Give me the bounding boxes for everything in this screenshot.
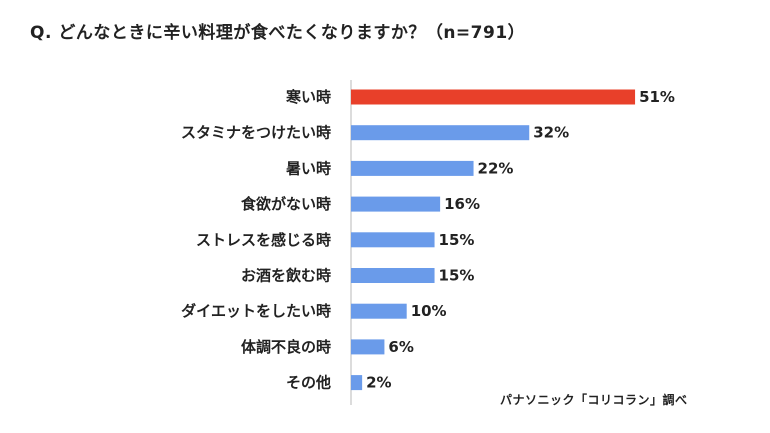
bar xyxy=(351,268,435,283)
bar xyxy=(351,89,636,105)
bar xyxy=(351,339,385,355)
category-label: ストレスを感じる時 xyxy=(196,231,331,249)
data-label: 16% xyxy=(444,195,480,213)
category-label: お酒を飲む時 xyxy=(241,267,331,285)
bar xyxy=(351,196,441,212)
source-note: パナソニック「コリコラン」調べ xyxy=(500,393,688,407)
category-label: スタミナをつけたい時 xyxy=(181,124,331,142)
bar xyxy=(351,125,530,141)
data-label: 22% xyxy=(478,159,514,177)
category-label: その他 xyxy=(286,374,331,392)
data-label: 6% xyxy=(388,338,413,356)
category-label: ダイエットをしたい時 xyxy=(181,302,331,320)
category-label: 寒い時 xyxy=(286,88,331,106)
category-label: 食欲がない時 xyxy=(241,195,331,213)
bar xyxy=(351,232,435,248)
bar xyxy=(351,160,474,176)
category-label: 暑い時 xyxy=(286,159,331,177)
data-label: 51% xyxy=(639,88,675,106)
data-label: 10% xyxy=(411,302,447,320)
data-label: 15% xyxy=(439,231,475,249)
chart-title: Q. どんなときに辛い料理が食べたくなりますか？（n=791） xyxy=(30,23,526,43)
bar xyxy=(351,303,407,319)
category-label: 体調不良の時 xyxy=(241,338,331,356)
bars-group: 寒い時 51% スタミナをつけたい時 32% 暑い時 22% 食欲がない時 16% ストレスを感… xyxy=(181,88,675,392)
bar xyxy=(351,375,363,391)
data-label: 32% xyxy=(533,124,569,142)
data-label: 2% xyxy=(366,374,391,392)
data-label: 15% xyxy=(439,267,475,285)
